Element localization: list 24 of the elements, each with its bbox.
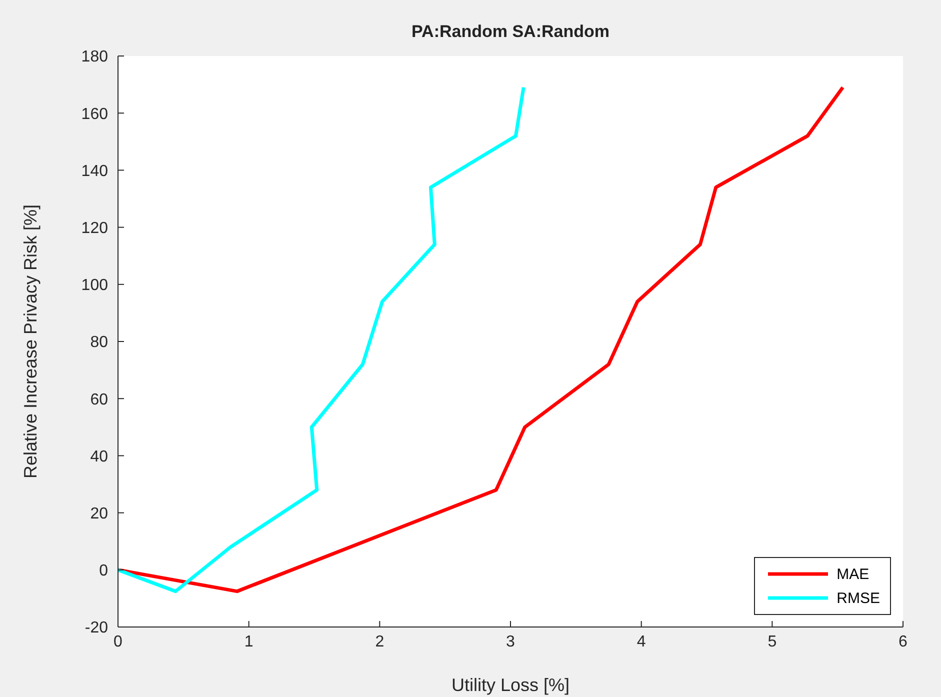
x-tick-label: 0 — [114, 633, 123, 650]
y-tick-label: 40 — [90, 448, 108, 466]
y-tick-label: 140 — [81, 162, 108, 180]
line-series — [118, 86, 526, 594]
x-tick-label: 3 — [506, 633, 516, 650]
x-tick-label: 1 — [244, 633, 254, 650]
y-tick-label: 20 — [90, 505, 108, 522]
y-tick-label: 180 — [81, 48, 108, 66]
x-tick-label: 5 — [768, 633, 777, 650]
legend-label: RMSE — [836, 590, 880, 606]
y-tick-label: 160 — [81, 106, 108, 123]
x-tick-label: 2 — [375, 633, 384, 650]
y-axis-title: Relative Increase Privacy Risk [%] — [20, 204, 40, 479]
x-axis-title: Utility Loss [%] — [451, 675, 570, 695]
x-tick-label: 6 — [898, 633, 908, 650]
chart-title: PA:Random SA:Random — [410, 22, 610, 42]
y-tick-label: 0 — [99, 562, 108, 580]
y-tick-label: 120 — [81, 220, 108, 237]
x-tick-label: 4 — [636, 633, 646, 650]
legend-label: MAE — [836, 566, 870, 582]
y-tick-label: 80 — [90, 334, 108, 352]
y-tick-label: 60 — [90, 391, 108, 408]
y-tick-label: 100 — [81, 277, 108, 294]
y-tick-label: -20 — [84, 620, 108, 637]
